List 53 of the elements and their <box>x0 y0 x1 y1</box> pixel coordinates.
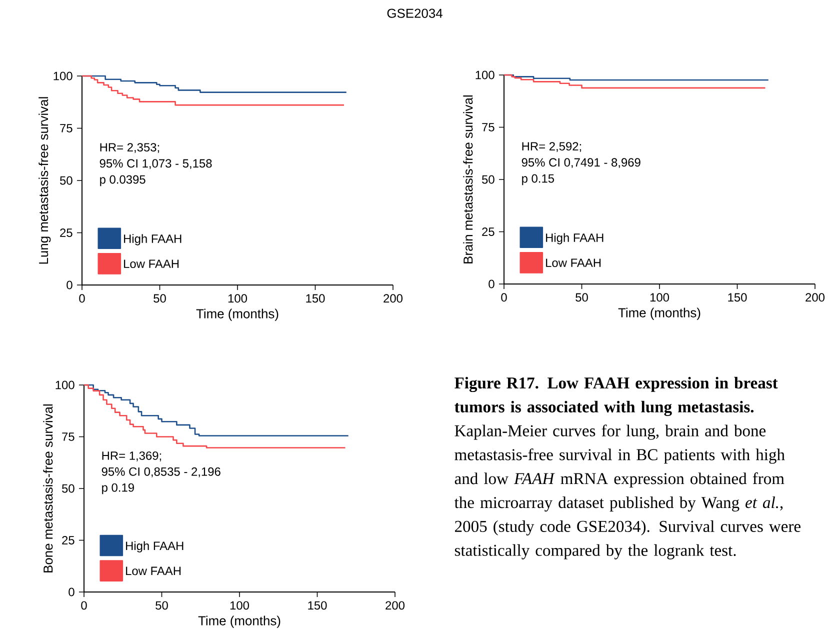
legend-label: High FAAH <box>126 541 184 552</box>
x-tick-label: 50 <box>154 294 166 303</box>
annotation: 95% CI 0,7491 - 8,969 <box>522 158 640 168</box>
y-tick-label: 50 <box>62 484 74 493</box>
legend-label: Low FAAH <box>546 258 601 268</box>
x-tick-label: 100 <box>650 293 670 302</box>
x-tick-label: 150 <box>306 294 325 303</box>
y-tick-label: 75 <box>60 124 72 132</box>
legend-label: Low FAAH <box>124 260 179 268</box>
legend-label: Low FAAH <box>126 566 181 576</box>
y-tick-label: 0 <box>488 280 494 288</box>
x-tick-label: 100 <box>228 294 248 303</box>
annotation: HR= 2,353; <box>100 143 160 153</box>
x-tick-label: 150 <box>308 601 327 610</box>
x-tick-label: 0 <box>81 601 87 610</box>
y-tick-label: 75 <box>62 432 74 441</box>
annotation: 95% CI 0,8535 - 2,196 <box>102 467 220 478</box>
x-axis-title: Time (months) <box>198 616 280 628</box>
y-axis-title: Brain metastasis-free survival <box>463 95 473 264</box>
annotation: HR= 2,592; <box>522 142 582 152</box>
y-tick-label: 25 <box>62 536 74 544</box>
y-tick-label: 75 <box>482 123 494 132</box>
y-tick-label: 100 <box>54 72 72 80</box>
annotation: HR= 1,369; <box>102 451 162 462</box>
x-tick-label: 50 <box>156 601 168 610</box>
y-tick-label: 25 <box>60 228 72 237</box>
y-tick-label: 0 <box>66 280 72 290</box>
x-tick-label: 100 <box>230 601 250 610</box>
legend-label: High FAAH <box>124 234 182 246</box>
x-tick-label: 0 <box>501 293 507 302</box>
x-tick-label: 200 <box>806 293 825 302</box>
legend-label: High FAAH <box>546 233 604 244</box>
x-tick-label: 200 <box>386 601 405 610</box>
annotation: p 0.19 <box>102 483 134 494</box>
x-tick-label: 200 <box>384 294 403 303</box>
y-tick-label: 50 <box>60 176 72 185</box>
y-tick-label: 100 <box>56 380 74 390</box>
text: Figure R17. Low FAAH expression in breast tumors is associated with lung metastasis. Kaplan-Meier curves for lung, brain and bone metastasis-free survival in BC patients with high and low FAAH mRNA expression obtained from the microarray dataset published by Wang et al., 2005 (study code GSE2034). Survival curves were statistically compared by the logrank test. <box>454 376 800 560</box>
x-axis-title: Time (months) <box>196 308 278 321</box>
y-tick-label: 25 <box>482 228 494 236</box>
y-tick-label: 0 <box>68 588 74 596</box>
x-tick-label: 50 <box>576 293 588 302</box>
y-tick-label: 100 <box>476 70 494 80</box>
x-tick-label: 0 <box>79 294 85 303</box>
y-axis-title: Lung metastasis-free survival <box>38 97 51 264</box>
annotation: p 0.15 <box>522 174 554 186</box>
annotation: 95% CI 1,073 - 5,158 <box>100 159 212 170</box>
chart-title: GSE2034 <box>387 8 442 18</box>
annotation: p 0.0395 <box>100 175 146 186</box>
y-tick-label: 50 <box>482 175 494 184</box>
x-axis-title: Time (months) <box>618 308 700 320</box>
x-tick-label: 150 <box>728 293 747 302</box>
y-axis-title: Bone metastasis-free survival <box>43 404 53 572</box>
